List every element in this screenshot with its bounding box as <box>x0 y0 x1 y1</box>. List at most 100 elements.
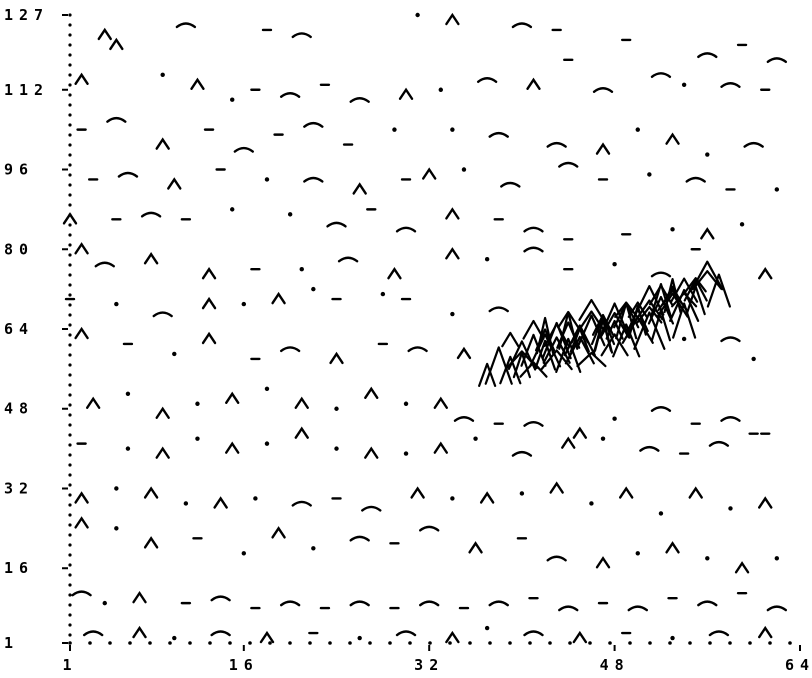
cluster-point <box>600 333 629 357</box>
axis-dot-x <box>548 641 552 645</box>
data-point <box>334 406 339 411</box>
axis-dot-x <box>108 641 112 645</box>
axis-dot-x <box>228 641 232 645</box>
axis-dot-x <box>608 641 612 645</box>
cluster-point <box>706 273 731 308</box>
data-point <box>670 227 675 232</box>
data-point <box>326 221 347 228</box>
data-point <box>259 630 275 644</box>
data-point <box>445 12 460 26</box>
data-point <box>523 226 544 233</box>
cluster-point <box>672 302 697 339</box>
data-point <box>132 590 147 604</box>
data-point <box>195 401 200 406</box>
data-point <box>117 171 139 178</box>
data-point <box>720 416 741 422</box>
data-point <box>403 451 409 456</box>
cluster-point <box>541 321 572 360</box>
data-point <box>739 222 745 227</box>
axis-dot-x <box>188 641 192 645</box>
axis-dot-y <box>68 353 72 357</box>
axis-dot-y <box>68 583 72 587</box>
cluster-point <box>605 319 624 340</box>
y-tick-label: 127 <box>4 6 49 24</box>
data-point <box>233 146 255 153</box>
cluster-point <box>484 346 513 385</box>
data-point <box>132 625 147 639</box>
data-point <box>279 600 301 607</box>
axis-dot-y <box>68 593 72 597</box>
axis-dot-y <box>68 33 72 37</box>
data-point <box>595 142 611 155</box>
axis-dot-y <box>68 523 72 527</box>
axis-dot-y <box>68 393 72 397</box>
axis-dot-y <box>68 503 72 507</box>
data-point <box>734 561 750 574</box>
data-point <box>627 605 648 612</box>
data-point <box>140 211 162 218</box>
data-point <box>102 600 107 606</box>
axis-dot-y <box>68 313 72 317</box>
cluster-point <box>534 328 556 352</box>
y-tick-label: 16 <box>4 559 34 577</box>
data-point <box>720 82 741 88</box>
data-point <box>279 92 301 98</box>
data-point <box>650 406 672 412</box>
data-point <box>74 516 89 529</box>
data-point <box>523 421 544 427</box>
data-point <box>419 525 440 532</box>
data-point <box>766 605 788 612</box>
data-point <box>433 396 448 409</box>
data-point <box>500 181 521 188</box>
data-point <box>85 396 101 409</box>
data-point <box>708 440 730 447</box>
axis-dot-y <box>68 493 72 497</box>
axis-dot-x <box>768 641 772 645</box>
axis-dot-y <box>68 103 72 107</box>
data-point <box>201 331 217 345</box>
y-tick-label: 48 <box>4 400 34 418</box>
data-point <box>665 132 680 145</box>
data-point <box>612 262 617 267</box>
data-point <box>74 242 89 255</box>
axis-dot-x <box>348 641 352 645</box>
axis-dot-y <box>68 13 72 17</box>
data-point <box>74 326 89 340</box>
axis-dot-x <box>508 641 512 645</box>
data-point <box>334 446 339 451</box>
axis-dot-x <box>448 641 452 645</box>
data-point <box>167 177 182 190</box>
x-tick-label: 16 <box>229 656 259 674</box>
data-point <box>774 556 780 561</box>
data-point <box>125 446 131 451</box>
cluster-point <box>578 298 605 321</box>
data-point <box>364 386 379 399</box>
axis-dot-x <box>728 641 732 645</box>
data-point <box>681 336 687 342</box>
axis-dot-y <box>68 123 72 127</box>
data-point <box>720 336 741 343</box>
cluster-point <box>563 324 596 357</box>
data-point <box>213 496 228 509</box>
data-point <box>561 436 576 449</box>
data-point <box>635 127 640 132</box>
data-point <box>758 496 773 509</box>
cluster-point <box>627 301 648 318</box>
data-point <box>774 187 780 192</box>
axis-dot-y <box>68 233 72 237</box>
axis-dot-x <box>588 641 592 645</box>
axis-dot-x <box>208 641 212 645</box>
data-points <box>62 12 788 644</box>
data-point <box>476 77 498 83</box>
cluster-point <box>522 319 545 340</box>
data-point <box>705 556 710 561</box>
data-point <box>650 72 672 79</box>
data-point <box>155 406 170 419</box>
axis-dot-x <box>468 641 472 645</box>
data-point <box>410 486 425 499</box>
axis-dot-x <box>708 641 712 645</box>
data-point <box>600 436 606 441</box>
data-point <box>114 526 119 531</box>
data-point <box>279 346 301 353</box>
cluster-point <box>591 313 615 336</box>
